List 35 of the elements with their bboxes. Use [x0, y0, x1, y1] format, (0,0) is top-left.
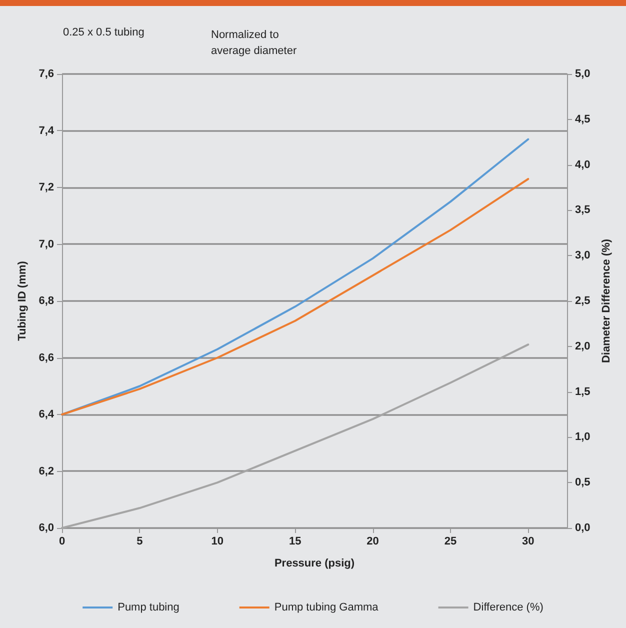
chart-subtitle: Normalized to average diameter — [211, 29, 297, 57]
x-tick-label: 5 — [136, 536, 143, 548]
x-axis-title: Pressure (psig) — [274, 558, 355, 570]
x-tick-label: 30 — [522, 536, 534, 548]
y2-tick-label: 0,5 — [575, 476, 590, 489]
y-axis-title: Tubing ID (mm) — [16, 260, 28, 341]
y2-tick-label: 3,5 — [575, 204, 590, 216]
y-tick-label: 7,0 — [38, 238, 54, 250]
y2-tick-label: 1,5 — [575, 386, 590, 398]
legend-label: Pump tubing Gamma — [274, 602, 380, 614]
y-tick-label: 7,6 — [38, 68, 54, 80]
y-tick-label: 7,4 — [38, 124, 55, 137]
y-tick-label: 6,0 — [38, 522, 54, 534]
y2-tick-label: 4,0 — [575, 158, 590, 171]
x-tick-label: 20 — [366, 536, 379, 548]
y-tick-label: 6,4 — [38, 408, 55, 420]
y-tick-label: 6,6 — [38, 352, 54, 364]
y2-tick-label: 2,5 — [575, 295, 590, 307]
y2-tick-label: 1,0 — [575, 431, 590, 444]
chart-title: 0.25 x 0.5 tubing — [63, 26, 144, 38]
y2-tick-label: 3,0 — [575, 250, 590, 262]
y-tick-label: 6,2 — [38, 465, 54, 478]
y-tick-label: 6,8 — [38, 295, 54, 307]
y2-tick-label: 0,0 — [575, 522, 590, 534]
y2-axis-title: Diameter Difference (%) — [600, 238, 613, 364]
x-tick-label: 0 — [58, 536, 66, 548]
x-tick-label: 10 — [211, 536, 224, 548]
y2-tick-label: 4,5 — [575, 113, 590, 126]
legend-label: Pump tubing — [118, 602, 180, 614]
y-tick-label: 7,2 — [38, 182, 54, 194]
legend-label: Difference (%) — [473, 602, 544, 614]
x-tick-label: 15 — [288, 536, 302, 548]
y2-tick-label: 5,0 — [575, 68, 590, 80]
y2-tick-label: 2,0 — [575, 340, 590, 352]
x-tick-label: 25 — [444, 536, 457, 548]
